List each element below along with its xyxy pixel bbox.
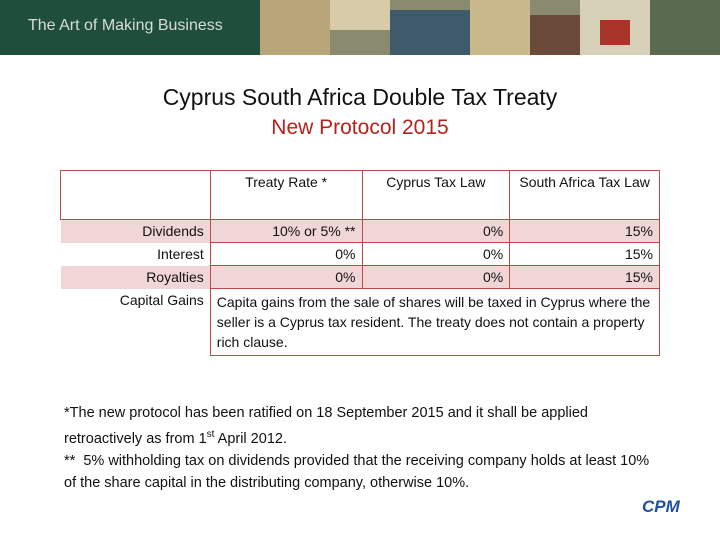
footnote: *The new protocol has been ratified on 1…: [64, 405, 588, 447]
row-label: Interest: [157, 246, 204, 262]
row: Royalties 0% 0% 15%: [60, 265, 660, 289]
superscript: st: [206, 429, 215, 440]
header-bar: The Art of Making Business: [0, 0, 720, 55]
row: Interest 0% 0% 15%: [61, 242, 660, 266]
col-header: Cyprus Tax Law: [361, 170, 511, 220]
row-label: Dividends: [60, 219, 211, 243]
treaty-table: Treaty Rate * Cyprus Tax Law South Afric…: [60, 170, 661, 356]
cell: 15%: [509, 265, 660, 289]
header-painting: [260, 0, 720, 55]
logo: CPM: [642, 497, 680, 516]
empty-cell: [60, 170, 211, 220]
cell: 0%: [361, 265, 511, 289]
cell: 0%: [361, 242, 511, 266]
header-row: Treaty Rate * Cyprus Tax Law South Afric…: [60, 170, 660, 220]
brand: The Art of Making Business: [28, 17, 223, 34]
cell: 0%: [361, 219, 511, 243]
row: Dividends 10% or 5% ** 0% 15%: [60, 219, 660, 243]
subtitle: New Protocol 2015: [271, 116, 449, 139]
cell: 15%: [509, 242, 660, 266]
row-label: Royalties: [60, 265, 211, 289]
footnotes: *The new protocol has been ratified on 1…: [64, 402, 664, 494]
cell: Capita gains from the sale of shares wil…: [209, 288, 661, 356]
row-label: Capital Gains: [119, 291, 204, 308]
cell: 0%: [209, 265, 363, 289]
title: Cyprus South Africa Double Tax Treaty: [162, 84, 558, 110]
col-header: South Africa Tax Law: [509, 170, 660, 220]
cell: 15%: [509, 219, 660, 243]
cell: 10% or 5% **: [209, 219, 363, 243]
footnote: ** 5% withholding tax on dividends provi…: [64, 452, 654, 491]
row: Capital Gains Capita gains from the sale…: [61, 288, 661, 356]
col-header: Treaty Rate *: [209, 170, 363, 220]
cell: 0%: [209, 242, 363, 266]
footnote: April 2012.: [214, 430, 287, 447]
